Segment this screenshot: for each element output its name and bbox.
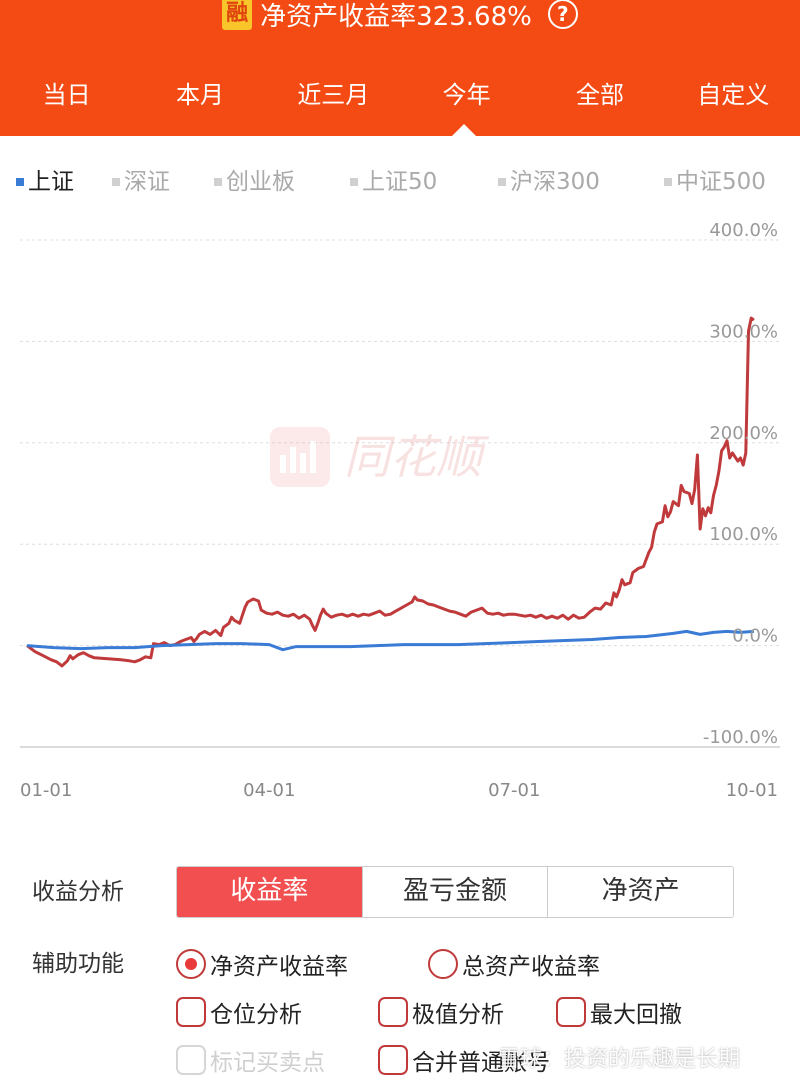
index-tabs: 上证 深证 创业板 上证50 沪深300 中证500 bbox=[0, 160, 800, 204]
legend-square-icon bbox=[664, 178, 672, 186]
radio-label: 净资产收益率 bbox=[210, 954, 348, 980]
index-tab-label: 上证50 bbox=[362, 169, 438, 195]
tab-this-year[interactable]: 今年 bbox=[442, 81, 491, 109]
legend-square-icon bbox=[16, 178, 24, 186]
index-tab-label: 深证 bbox=[124, 169, 170, 195]
index-tab-label: 上证 bbox=[28, 169, 74, 195]
x-tick-label: 10-01 bbox=[726, 780, 778, 801]
watermark-logo-bar bbox=[290, 447, 296, 473]
index-tab-chinext[interactable]: 创业板 bbox=[214, 160, 295, 204]
checkbox-icon bbox=[378, 1045, 408, 1075]
page-title: 净资产收益率323.68% bbox=[260, 1, 532, 32]
return-chart[interactable]: 同花顺 400.0% 300.0% 200.0% 100.0% 0.0% -100.0% 0… bbox=[0, 215, 800, 815]
checkbox-extreme-analysis[interactable]: 极值分析 bbox=[378, 992, 504, 1032]
watermark-layer: 同花顺 bbox=[270, 427, 490, 487]
watermark-logo-text: 同花顺 bbox=[344, 430, 490, 484]
analysis-segmented-control: 收益率 盈亏金额 净资产 bbox=[176, 866, 734, 918]
checkbox-label: 合并普通账号 bbox=[412, 1050, 550, 1076]
header-bar: 融 净资产收益率323.68% ? 当日 本月 近三月 今年 全部 自定义 bbox=[0, 0, 800, 136]
legend-square-icon bbox=[350, 178, 358, 186]
legend-square-icon bbox=[498, 178, 506, 186]
legend-square-icon bbox=[214, 178, 222, 186]
radio-net-asset-return[interactable]: 净资产收益率 bbox=[176, 944, 348, 984]
checkbox-max-drawdown[interactable]: 最大回撤 bbox=[556, 992, 682, 1032]
index-tab-csi300[interactable]: 沪深300 bbox=[498, 160, 600, 204]
checkbox-merge-accounts[interactable]: 合并普通账号 bbox=[378, 1040, 550, 1080]
title-row: 融 净资产收益率323.68% ? bbox=[0, 0, 800, 34]
tab-custom[interactable]: 自定义 bbox=[697, 81, 770, 109]
watermark-logo-icon bbox=[270, 427, 330, 487]
question-circle-icon[interactable]: ? bbox=[547, 0, 578, 29]
grid-layer bbox=[20, 239, 780, 748]
checkbox-position-analysis[interactable]: 仓位分析 bbox=[176, 992, 302, 1032]
checkbox-icon bbox=[176, 1045, 206, 1075]
footer-watermark: 雪球：投资的乐趣是长期 bbox=[498, 1047, 741, 1072]
label-layer: 400.0% 300.0% 200.0% 100.0% 0.0% -100.0% 01-01… bbox=[20, 220, 778, 801]
x-tick-label: 04-01 bbox=[243, 780, 295, 801]
selected-tab-caret bbox=[452, 124, 476, 136]
aux-label: 辅助功能 bbox=[32, 951, 124, 977]
y-tick-label: 100.0% bbox=[709, 524, 778, 545]
radio-total-asset-return[interactable]: 总资产收益率 bbox=[428, 944, 600, 984]
segment-return-rate[interactable]: 收益率 bbox=[177, 867, 362, 917]
y-tick-label: 0.0% bbox=[732, 626, 778, 647]
x-tick-label: 07-01 bbox=[488, 780, 540, 801]
index-tab-label: 沪深300 bbox=[510, 169, 600, 195]
tab-today[interactable]: 当日 bbox=[42, 81, 91, 109]
index-tab-label: 中证500 bbox=[676, 169, 766, 195]
radio-label: 总资产收益率 bbox=[462, 954, 600, 980]
y-tick-label: 200.0% bbox=[709, 423, 778, 444]
checkbox-icon bbox=[556, 997, 586, 1027]
checkbox-label: 标记买卖点 bbox=[210, 1050, 325, 1076]
legend-square-icon bbox=[112, 178, 120, 186]
index-tab-label: 创业板 bbox=[226, 169, 295, 195]
checkbox-icon bbox=[378, 997, 408, 1027]
series-layer bbox=[26, 316, 755, 668]
checkbox-label: 仓位分析 bbox=[210, 1002, 302, 1028]
tab-last-three-months[interactable]: 近三月 bbox=[297, 81, 370, 109]
period-tabs: 当日 本月 近三月 今年 全部 自定义 bbox=[0, 70, 800, 120]
segment-profit-amount[interactable]: 盈亏金额 bbox=[361, 867, 548, 917]
index-tab-sse50[interactable]: 上证50 bbox=[350, 160, 437, 204]
watermark-logo-bar bbox=[300, 453, 306, 473]
segment-net-assets[interactable]: 净资产 bbox=[547, 867, 733, 917]
series-line-shanghai-index bbox=[26, 629, 755, 652]
radio-checked-icon bbox=[176, 949, 206, 979]
analysis-row: 收益分析 收益率 盈亏金额 净资产 bbox=[0, 866, 800, 918]
x-tick-label: 01-01 bbox=[20, 780, 72, 801]
checkbox-mark-trades: 标记买卖点 bbox=[176, 1040, 325, 1080]
tab-this-month[interactable]: 本月 bbox=[175, 81, 224, 109]
index-tab-shenzhen[interactable]: 深证 bbox=[112, 160, 170, 204]
checkbox-label: 最大回撤 bbox=[590, 1002, 682, 1028]
watermark-logo-bar bbox=[310, 441, 316, 473]
margin-badge: 融 bbox=[222, 0, 253, 30]
checkbox-label: 极值分析 bbox=[412, 1002, 504, 1028]
tab-all[interactable]: 全部 bbox=[575, 81, 624, 109]
checkbox-icon bbox=[176, 997, 206, 1027]
analysis-label: 收益分析 bbox=[32, 879, 124, 905]
index-tab-csi500[interactable]: 中证500 bbox=[664, 160, 766, 204]
y-tick-label: -100.0% bbox=[703, 727, 778, 748]
radio-unchecked-icon bbox=[428, 949, 458, 979]
y-tick-label: 400.0% bbox=[709, 220, 778, 241]
series-line-account bbox=[26, 316, 755, 668]
index-tab-shanghai[interactable]: 上证 bbox=[16, 160, 74, 204]
return-chart-svg: 同花顺 400.0% 300.0% 200.0% 100.0% 0.0% -100.0% 0… bbox=[20, 220, 780, 801]
y-tick-label: 300.0% bbox=[709, 321, 778, 342]
watermark-logo-bar bbox=[280, 455, 286, 473]
